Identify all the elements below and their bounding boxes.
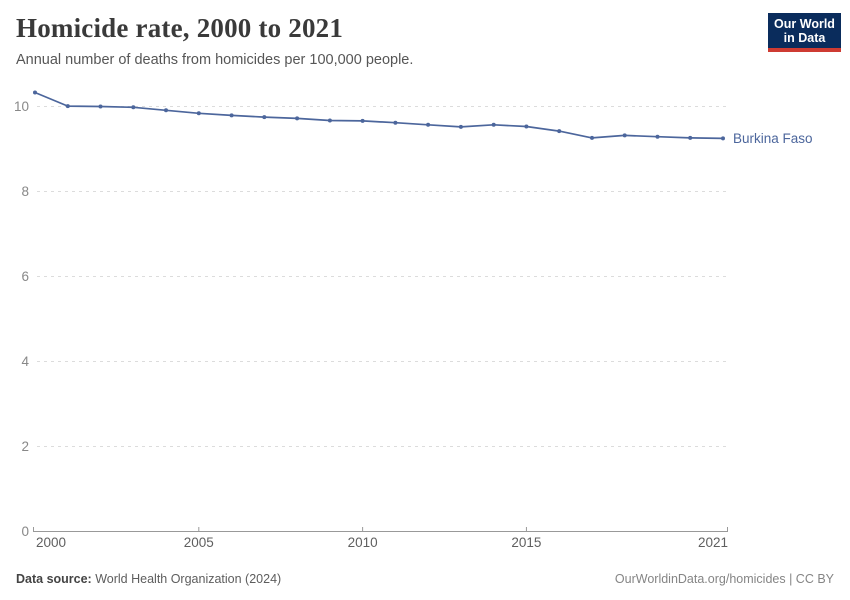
data-point-2010[interactable] bbox=[360, 118, 365, 123]
owid-logo-line2: in Data bbox=[783, 31, 826, 45]
data-source-label: Data source: bbox=[16, 572, 92, 586]
line-chart[interactable]: 0 2 4 6 8 10 2000 2005 2010 2015 2021 Burkina Faso bbox=[0, 84, 850, 566]
y-tick-label-6: 6 bbox=[21, 269, 29, 284]
y-tick-label-8: 8 bbox=[21, 184, 29, 199]
page-title: Homicide rate, 2000 to 2021 bbox=[16, 13, 344, 43]
y-tick-label-10: 10 bbox=[14, 99, 29, 114]
data-source-text: Data source: World Health Organization (… bbox=[16, 572, 281, 586]
data-point-2002[interactable] bbox=[98, 104, 103, 109]
data-point-2019[interactable] bbox=[655, 134, 660, 139]
x-tick-label-2021: 2021 bbox=[698, 535, 728, 550]
series-end-label[interactable]: Burkina Faso bbox=[733, 131, 813, 146]
data-point-2017[interactable] bbox=[590, 135, 594, 140]
data-point-2013[interactable] bbox=[458, 124, 463, 129]
data-point-2003[interactable] bbox=[131, 105, 136, 110]
data-point-2020[interactable] bbox=[688, 135, 693, 140]
data-point-2012[interactable] bbox=[426, 122, 431, 127]
data-point-2007[interactable] bbox=[262, 115, 267, 120]
data-point-2016[interactable] bbox=[557, 129, 562, 134]
x-tick-label-2010: 2010 bbox=[348, 535, 378, 550]
x-tick-label-2015: 2015 bbox=[511, 535, 541, 550]
x-tick-label-2005: 2005 bbox=[184, 535, 214, 550]
chart-footer: Data source: World Health Organization (… bbox=[16, 572, 834, 586]
data-point-2014[interactable] bbox=[491, 122, 496, 127]
owid-logo-line1: Our World bbox=[774, 17, 835, 31]
data-point-2009[interactable] bbox=[327, 118, 332, 123]
data-point-2015[interactable] bbox=[524, 124, 529, 129]
credit-link[interactable]: OurWorldinData.org/homicides | CC BY bbox=[614, 572, 834, 586]
y-tick-label-4: 4 bbox=[21, 354, 29, 369]
x-axis-line bbox=[33, 527, 728, 532]
data-source-value: World Health Organization (2024) bbox=[95, 572, 282, 586]
data-point-2004[interactable] bbox=[164, 108, 168, 113]
y-tick-label-0: 0 bbox=[21, 524, 29, 539]
x-tick-label-2000: 2000 bbox=[36, 535, 66, 550]
data-point-2000[interactable] bbox=[33, 90, 37, 95]
series-line-burkina-faso[interactable] bbox=[34, 91, 724, 140]
data-point-2018[interactable] bbox=[622, 133, 627, 138]
y-tick-label-2: 2 bbox=[21, 439, 29, 454]
data-point-2021[interactable] bbox=[721, 136, 725, 141]
data-point-2008[interactable] bbox=[295, 116, 300, 121]
chart-header: Homicide rate, 2000 to 2021 Annual numbe… bbox=[16, 12, 716, 69]
data-point-2001[interactable] bbox=[65, 104, 70, 109]
data-point-2005[interactable] bbox=[196, 111, 201, 116]
chart-subtitle: Annual number of deaths from homicides p… bbox=[16, 52, 414, 68]
owid-logo[interactable]: Our World in Data bbox=[768, 13, 841, 52]
data-point-2011[interactable] bbox=[393, 120, 398, 125]
data-point-2006[interactable] bbox=[229, 113, 234, 118]
